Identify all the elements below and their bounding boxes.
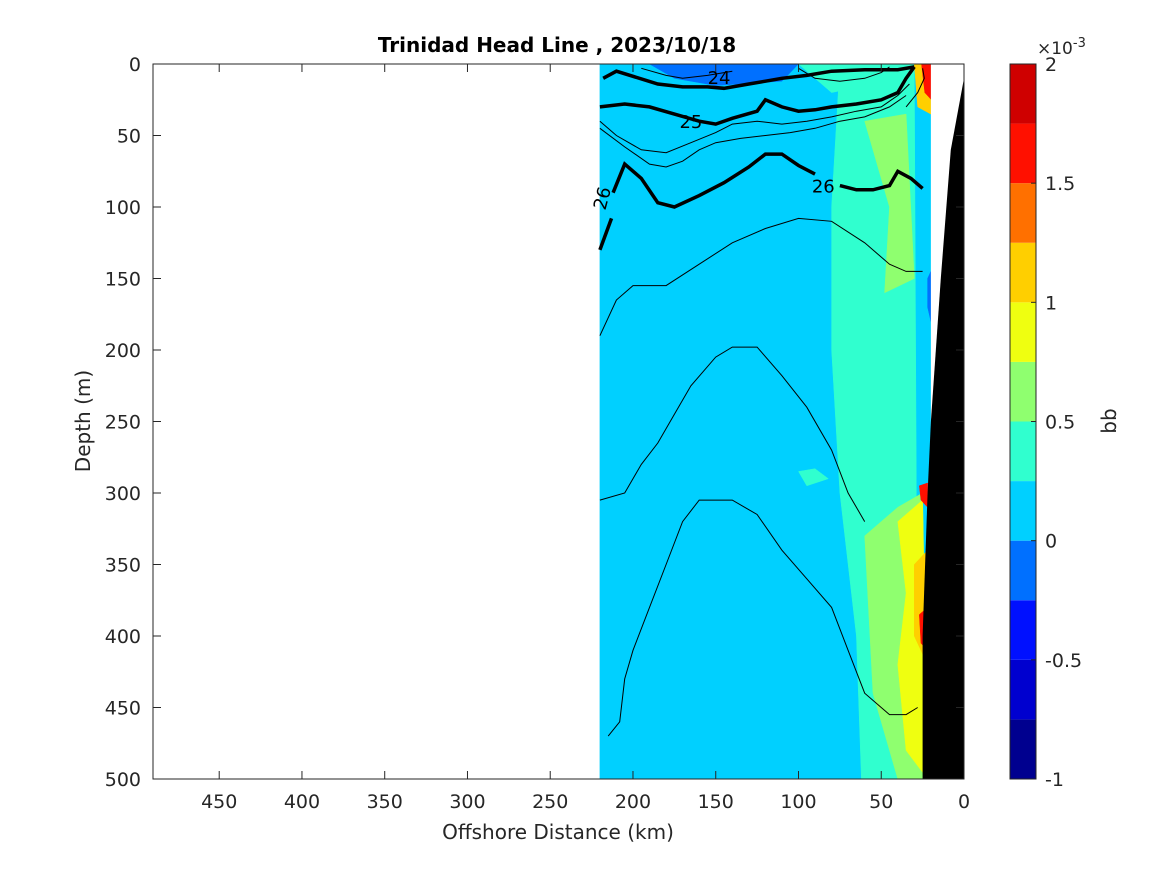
colorbar-swatch [1010,600,1036,660]
colorbar-tick-label: 1 [1045,292,1057,314]
colorbar: -1 -0.5 0 0.5 1 1.5 2 [1009,54,1082,791]
colorbar-exponent-power: -3 [1073,36,1086,51]
colorbar-tick-label: -1 [1045,769,1064,791]
colorbar-tick-label: 0 [1045,531,1057,553]
y-axis: 0 50 100 150 200 250 300 350 400 450 500 [105,54,964,791]
x-tick-label: 450 [201,791,237,813]
colorbar-swatch [1010,183,1036,243]
x-tick-label: 0 [958,791,970,813]
colorbar-swatch [1010,481,1036,541]
region-nearshore-lime [864,113,915,294]
bathymetry-black [922,78,964,779]
x-axis: 450 400 350 300 250 200 150 100 50 0 [201,64,970,813]
y-tick-label: 250 [105,412,141,434]
contour-thick-26-seg1 [839,168,924,192]
y-tick-label: 150 [105,269,141,291]
contour-thick-26-seg0 [611,152,816,209]
x-axis-label: Offshore Distance (km) [442,820,674,844]
y-tick-label: 200 [105,340,141,362]
contour-label-25: 25 [679,112,702,133]
colorbar-tick-label: 0.5 [1045,412,1075,434]
colorbar-swatch [1010,123,1036,184]
x-tick-label: 300 [449,791,485,813]
x-tick-label: 200 [615,791,651,813]
y-tick-label: 400 [105,626,141,648]
colorbar-swatch [1010,302,1036,362]
contour-thin-5 [641,67,733,79]
contour-thin-0 [599,217,923,336]
colorbar-swatch [1010,64,1036,124]
colorbar-tick-label: -0.5 [1045,650,1082,672]
region-mid-patch [798,468,829,487]
colorbar-exponent: ×10-3 [1037,36,1086,59]
x-tick-label: 100 [780,791,816,813]
colorbar-swatch [1010,421,1036,482]
chart-title: Trinidad Head Line , 2023/10/18 [378,33,736,57]
contour-thin-6 [798,66,890,82]
colorbar-exponent-base: ×10 [1037,39,1073,59]
x-tick-label: 50 [869,791,893,813]
contour-thick-26 [598,217,614,251]
x-tick-label: 400 [284,791,320,813]
data-fill [599,64,932,779]
y-tick-label: 500 [105,769,141,791]
colorbar-swatch [1010,242,1036,303]
x-tick-label: 350 [367,791,403,813]
colorbar-swatch [1010,540,1036,601]
colorbar-swatch [1010,719,1036,779]
y-tick-label: 0 [129,54,141,76]
y-tick-label: 50 [117,126,141,148]
contour-thin-4 [599,95,907,168]
contour-thin-1 [599,346,866,522]
y-tick-label: 100 [105,197,141,219]
y-tick-label: 350 [105,555,141,577]
y-tick-label: 450 [105,698,141,720]
contour-thick-25 [599,65,916,126]
contour-label-24: 24 [708,68,731,89]
colorbar-label: bb [1097,408,1121,433]
contour-thick-24 [602,65,915,91]
colorbar-swatch [1010,659,1036,720]
colorbar-tick-label: 1.5 [1045,173,1075,195]
y-tick-label: 300 [105,483,141,505]
contour-thin-3 [599,83,910,154]
contour-thin-7 [905,68,925,108]
contour-thin-2 [607,499,918,737]
colorbar-tick-label: 2 [1045,54,1057,76]
y-axis-label: Depth (m) [71,370,95,472]
colorbar-swatch [1010,361,1036,422]
contour-label-26: 26 [812,177,835,198]
bathymetry [922,64,964,779]
x-tick-label: 250 [532,791,568,813]
x-tick-label: 150 [698,791,734,813]
